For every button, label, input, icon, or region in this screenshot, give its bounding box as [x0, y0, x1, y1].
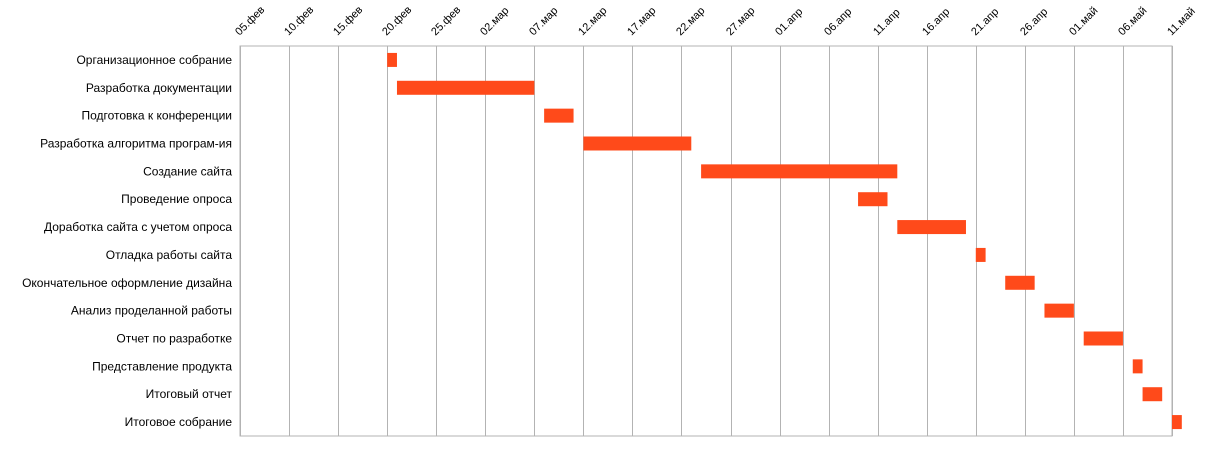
x-tick-label: 05.фев	[233, 4, 267, 38]
task-bar	[583, 136, 692, 151]
task-label: Окончательное оформление дизайна	[22, 276, 232, 290]
x-tick-label: 06.апр	[822, 6, 854, 38]
task-bar	[544, 108, 574, 123]
task-label: Подготовка к конференции	[81, 109, 232, 123]
task-label: Создание сайта	[143, 164, 232, 178]
task-label: Разработка алгоритма програм-ия	[40, 137, 232, 151]
x-tick-label: 06.май	[1116, 5, 1149, 38]
x-tick-label: 02.мар	[478, 5, 511, 38]
x-tick-label: 10.фев	[282, 4, 316, 38]
task-bar	[1132, 359, 1143, 374]
task-label: Представление продукта	[92, 359, 232, 373]
x-tick-label: 25.фев	[429, 4, 463, 38]
task-bar	[1083, 331, 1123, 346]
x-tick-labels: 05.фев 10.фев 15.фев 20.фев 25.фев 02.мар 07.м…	[233, 4, 1198, 38]
task-bar	[1005, 275, 1035, 290]
x-tick-label: 11.май	[1165, 5, 1198, 38]
task-labels: Организационное собрание Разработка докум…	[22, 53, 232, 429]
task-label: Разработка документации	[86, 81, 232, 95]
x-tick-label: 20.фев	[380, 4, 414, 38]
x-tick-label: 16.апр	[920, 6, 952, 38]
task-bar	[858, 192, 888, 207]
grid-layer	[239, 45, 1173, 437]
task-label: Отладка работы сайта	[106, 248, 233, 262]
task-bar	[701, 164, 898, 179]
task-label: Итоговый отчет	[146, 387, 233, 401]
x-tick-label: 12.мар	[576, 5, 609, 38]
x-tick-label: 21.апр	[969, 6, 1001, 38]
task-label: Отчет по разработке	[116, 332, 232, 346]
task-label: Доработка сайта с учетом опроса	[44, 220, 232, 234]
x-tick-label: 17.мар	[625, 5, 658, 38]
task-bar	[1172, 415, 1182, 430]
x-tick-label: 22.мар	[674, 5, 707, 38]
x-tick-label: 27.мар	[724, 5, 757, 38]
task-bar	[387, 52, 397, 67]
task-bar	[897, 220, 966, 235]
task-bars	[387, 52, 1182, 430]
task-bar	[1044, 303, 1074, 318]
x-tick-label: 07.мар	[527, 5, 560, 38]
x-tick-label: 15.фев	[331, 4, 365, 38]
x-tick-label: 11.апр	[871, 7, 903, 39]
task-bar	[975, 247, 986, 262]
task-label: Проведение опроса	[121, 192, 232, 206]
x-tick-label: 01.апр	[773, 6, 805, 38]
plot-frame	[239, 45, 1173, 437]
task-label: Итоговое собрание	[125, 415, 233, 429]
task-label: Организационное собрание	[76, 53, 232, 67]
task-bar	[396, 80, 535, 95]
task-bar	[1142, 387, 1163, 402]
x-tick-label: 26.апр	[1018, 6, 1050, 38]
x-tick-label: 01.май	[1067, 5, 1100, 38]
task-label: Анализ проделанной работы	[71, 304, 232, 318]
